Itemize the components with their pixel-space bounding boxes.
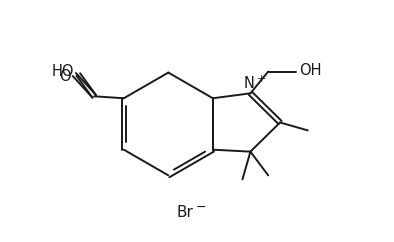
Text: OH: OH <box>299 63 322 78</box>
Text: −: − <box>196 201 206 213</box>
Text: O: O <box>59 69 71 84</box>
Text: N: N <box>244 76 255 91</box>
Text: +: + <box>256 75 266 84</box>
Text: Br: Br <box>177 205 193 220</box>
Text: HO: HO <box>52 64 74 79</box>
